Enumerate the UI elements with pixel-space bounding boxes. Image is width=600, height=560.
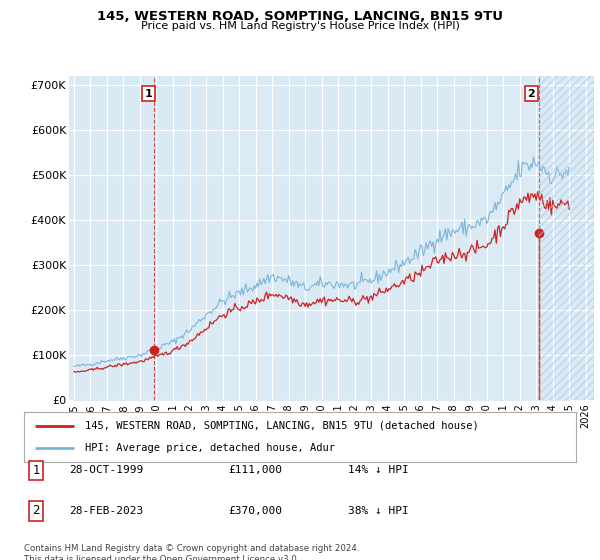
Text: 28-FEB-2023: 28-FEB-2023 [69, 506, 143, 516]
Text: £111,000: £111,000 [228, 465, 282, 475]
Text: 2: 2 [527, 88, 535, 99]
Text: 38% ↓ HPI: 38% ↓ HPI [348, 506, 409, 516]
Text: 2: 2 [32, 504, 40, 517]
Text: £370,000: £370,000 [228, 506, 282, 516]
Text: 1: 1 [32, 464, 40, 477]
Text: 14% ↓ HPI: 14% ↓ HPI [348, 465, 409, 475]
Text: 28-OCT-1999: 28-OCT-1999 [69, 465, 143, 475]
Text: 1: 1 [145, 88, 152, 99]
Text: 145, WESTERN ROAD, SOMPTING, LANCING, BN15 9TU (detached house): 145, WESTERN ROAD, SOMPTING, LANCING, BN… [85, 421, 478, 431]
Text: HPI: Average price, detached house, Adur: HPI: Average price, detached house, Adur [85, 443, 335, 453]
Text: Contains HM Land Registry data © Crown copyright and database right 2024.
This d: Contains HM Land Registry data © Crown c… [24, 544, 359, 560]
Text: Price paid vs. HM Land Registry's House Price Index (HPI): Price paid vs. HM Land Registry's House … [140, 21, 460, 31]
Text: 145, WESTERN ROAD, SOMPTING, LANCING, BN15 9TU: 145, WESTERN ROAD, SOMPTING, LANCING, BN… [97, 10, 503, 23]
